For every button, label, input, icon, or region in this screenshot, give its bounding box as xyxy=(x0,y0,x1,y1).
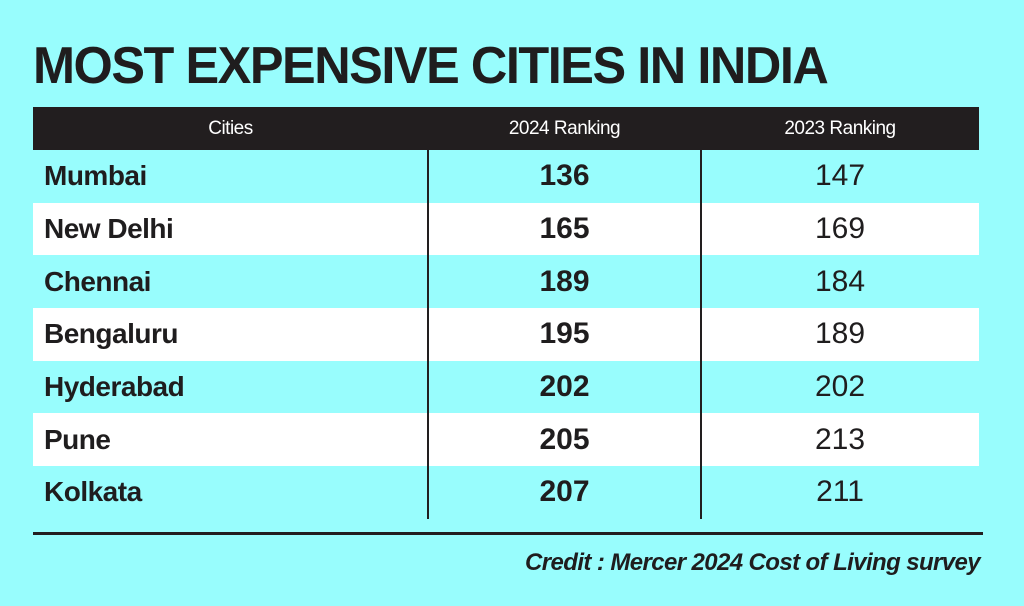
rankings-table: Cities 2024 Ranking 2023 Ranking Mumbai … xyxy=(33,107,979,519)
rank-2023: 211 xyxy=(816,475,864,509)
city-name: Hyderabad xyxy=(44,371,185,403)
column-divider-1 xyxy=(427,150,429,519)
header-cities: Cities xyxy=(208,117,253,139)
table-row: Chennai 189 184 xyxy=(33,255,979,309)
city-name: Bengaluru xyxy=(44,318,178,350)
city-name: Chennai xyxy=(44,265,151,297)
rank-2023: 189 xyxy=(814,317,866,351)
rank-2023: 202 xyxy=(814,370,866,404)
page-title: MOST EXPENSIVE CITIES IN INDIA xyxy=(33,37,829,95)
table-row: Mumbai 136 147 xyxy=(33,150,979,203)
rank-2024: 189 xyxy=(539,264,590,298)
table-row: Pune 205 213 xyxy=(33,413,979,467)
table-row: Kolkata 207 211 xyxy=(33,466,979,519)
header-2024-ranking: 2024 Ranking xyxy=(508,117,621,139)
city-name: Kolkata xyxy=(44,476,142,508)
rank-2024: 207 xyxy=(539,475,590,509)
rank-2023: 169 xyxy=(814,212,866,246)
city-name: New Delhi xyxy=(44,213,174,245)
bottom-rule xyxy=(33,532,983,535)
rank-2024: 136 xyxy=(539,159,590,193)
table-row: New Delhi 165 169 xyxy=(33,202,979,256)
rank-2023: 184 xyxy=(814,264,866,298)
city-name: Mumbai xyxy=(44,160,147,192)
rank-2024: 202 xyxy=(539,370,590,404)
rank-2024: 195 xyxy=(539,317,590,351)
city-name: Pune xyxy=(44,423,111,455)
credit-line: Credit : Mercer 2024 Cost of Living surv… xyxy=(525,549,981,576)
column-divider-2 xyxy=(700,150,702,519)
header-2023-ranking: 2023 Ranking xyxy=(784,117,896,139)
rank-2024: 205 xyxy=(539,422,590,456)
table-header: Cities 2024 Ranking 2023 Ranking xyxy=(33,107,979,150)
table-row: Bengaluru 195 189 xyxy=(33,308,979,361)
rank-2023: 147 xyxy=(814,159,866,193)
rank-2023: 213 xyxy=(814,422,866,456)
rank-2024: 165 xyxy=(539,212,590,246)
table-row: Hyderabad 202 202 xyxy=(33,360,979,414)
